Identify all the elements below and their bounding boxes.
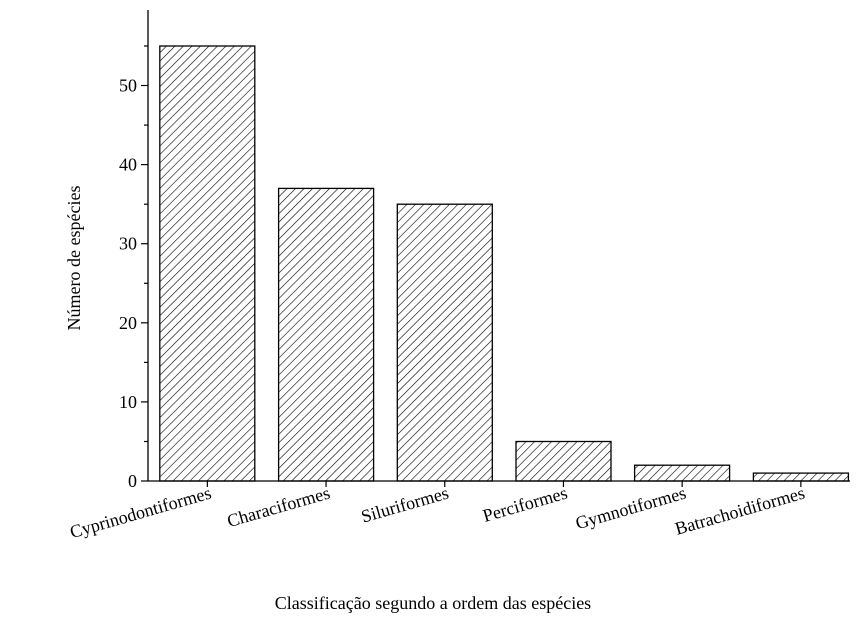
bar-gymnotiformes (633, 464, 731, 482)
x-tick-label: Gymnotiformes (573, 483, 688, 534)
y-axis-title: Número de espécies (64, 186, 84, 331)
axes-group (141, 10, 850, 487)
y-tick-label: 30 (119, 234, 137, 254)
x-tick-label: Siluriformes (359, 483, 451, 527)
y-tick-label: 50 (119, 76, 137, 96)
x-tick-label: Characiformes (225, 483, 332, 531)
bar-siluriformes (396, 203, 493, 482)
y-tick-label: 10 (119, 392, 137, 412)
x-tick-label: Batrachoidiformes (673, 483, 807, 539)
x-tick-label: Perciformes (480, 483, 569, 526)
bar-characiformes (277, 187, 375, 482)
y-tick-label: 40 (119, 155, 137, 175)
bar-perciformes (515, 440, 612, 482)
x-axis-title: Classificação segundo a ordem das espéci… (275, 593, 591, 613)
x-tick-label: Cyprinodontiformes (68, 483, 214, 542)
y-tick-label: 20 (119, 313, 137, 333)
bar-cyprinodontiformes (159, 45, 256, 482)
bar-batrachoidiformes (752, 472, 850, 482)
bars-group (159, 45, 850, 482)
y-tick-label: 0 (128, 471, 137, 491)
